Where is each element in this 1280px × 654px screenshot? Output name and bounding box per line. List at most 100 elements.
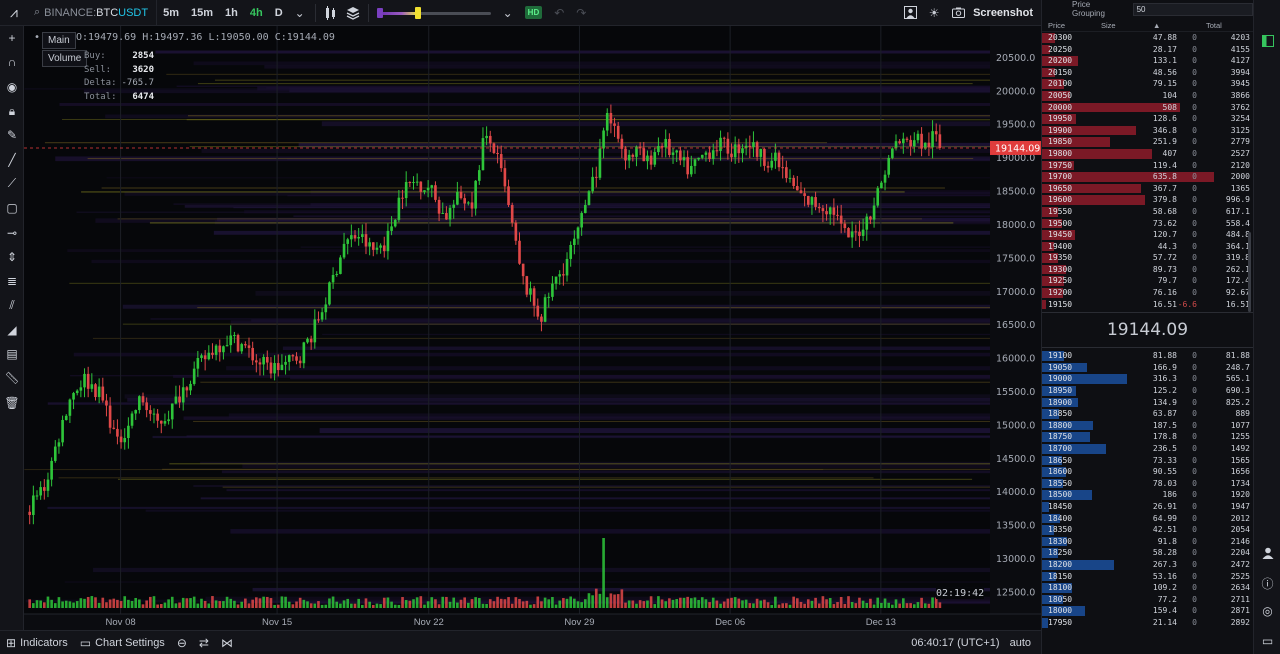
ruler-icon[interactable]: 📏︎	[4, 371, 20, 386]
bid-row[interactable]: 18200 267.3 0 2472	[1042, 559, 1253, 571]
order-book-toggle-icon[interactable]	[1254, 31, 1280, 51]
ask-row[interactable]: 19900 346.8 0 3125	[1042, 125, 1253, 137]
eye-icon[interactable]: ◉	[6, 79, 18, 94]
bid-row[interactable]: 18100 109.2 0 2634	[1042, 582, 1253, 594]
parallel-channel-icon[interactable]: ⫽	[9, 297, 15, 312]
price-chart[interactable]: 20500.0 20000.0 19500.0 19000.0 18500.0 18000…	[24, 26, 1041, 630]
timeframe-button[interactable]: 4h	[249, 6, 263, 19]
chart-settings-button[interactable]: ▭ Chart Settings	[74, 631, 171, 654]
hd-toggle-button[interactable]: HD	[524, 6, 543, 19]
redo-icon[interactable]: ↷	[576, 5, 587, 20]
bid-row[interactable]: 18400 64.99 0 2012	[1042, 513, 1253, 525]
user-icon[interactable]	[1254, 543, 1280, 563]
timeframe-dropdown-chevron-icon[interactable]: ⌄	[294, 5, 305, 20]
ask-row[interactable]: 20150 48.56 0 3994	[1042, 67, 1253, 79]
bid-row[interactable]: 18050 77.2 0 2711	[1042, 594, 1253, 606]
screenshot-button[interactable]: Screenshot	[973, 6, 1033, 19]
bid-row[interactable]: 18150 53.16 0 2525	[1042, 571, 1253, 583]
ask-row[interactable]: 19450 120.7 0 484.8	[1042, 229, 1253, 241]
ask-row[interactable]: 19400 44.3 0 364.1	[1042, 241, 1253, 253]
theme-sun-icon[interactable]: ☀	[928, 5, 940, 20]
bid-row[interactable]: 19050 166.9 0 248.7	[1042, 362, 1253, 374]
account-icon[interactable]	[899, 0, 921, 26]
bid-row[interactable]: 18650 73.33 0 1565	[1042, 455, 1253, 467]
ask-row[interactable]: 19600 379.8 0 996.9	[1042, 194, 1253, 206]
ask-row[interactable]: 20100 79.15 0 3945	[1042, 78, 1253, 90]
bid-row[interactable]: 18450 26.91 0 1947	[1042, 501, 1253, 513]
ask-row[interactable]: 19300 89.73 0 262.1	[1042, 264, 1253, 276]
bid-row[interactable]: 17950 21.14 0 2892	[1042, 617, 1253, 629]
col-size[interactable]: Size	[1101, 21, 1116, 30]
timeframe-button[interactable]: D	[274, 6, 283, 19]
bid-row[interactable]: 18850 63.87 0 889	[1042, 408, 1253, 420]
fit-button[interactable]: ⋈	[215, 631, 239, 654]
bid-row[interactable]: 18750 178.8 0 1255	[1042, 431, 1253, 443]
ask-row[interactable]: 19500 73.62 0 558.4	[1042, 218, 1253, 230]
bid-row[interactable]: 18350 42.51 0 2054	[1042, 524, 1253, 536]
ask-row[interactable]: 19150 16.51 -6.6 16.51	[1042, 299, 1253, 311]
ask-row[interactable]: 20300 47.88 0 4203	[1042, 32, 1253, 44]
pen-icon[interactable]: ✎	[6, 128, 18, 143]
ask-row[interactable]: 19550 58.68 0 617.1	[1042, 206, 1253, 218]
ask-row[interactable]: 19350 57.72 0 319.8	[1042, 252, 1253, 264]
zoom-button[interactable]: ⊖	[171, 631, 193, 654]
bid-row[interactable]: 19000 316.3 0 565.1	[1042, 373, 1253, 385]
col-total[interactable]: Total	[1206, 21, 1222, 30]
ask-row[interactable]: 20050 104 0 3866	[1042, 90, 1253, 102]
panel-icon[interactable]: ▭	[1261, 634, 1274, 648]
timeframe-button[interactable]: 5m	[163, 6, 179, 19]
bid-row[interactable]: 18500 186 0 1920	[1042, 489, 1253, 501]
main-legend-label[interactable]: Main	[42, 32, 76, 49]
bid-row[interactable]: 18700 236.5 0 1492	[1042, 443, 1253, 455]
bid-row[interactable]: 18950 125.2 0 690.3	[1042, 385, 1253, 397]
ask-row[interactable]: 19850 251.9 0 2779	[1042, 136, 1253, 148]
trash-icon[interactable]: 🗑︎	[4, 395, 20, 410]
note-icon[interactable]: ▤	[6, 347, 18, 361]
ask-row[interactable]: 20250 28.17 0 4155	[1042, 44, 1253, 56]
crosshair-icon[interactable]: +	[8, 31, 16, 46]
vertical-line-icon[interactable]: ⇕	[6, 249, 18, 264]
fib-icon[interactable]: ≣	[6, 274, 18, 289]
ask-row[interactable]: 19800 407 0 2527	[1042, 148, 1253, 160]
broadcast-icon[interactable]: ◎	[1262, 604, 1273, 618]
undo-icon[interactable]: ↶	[554, 5, 565, 20]
layers-icon[interactable]	[342, 0, 364, 26]
bid-row[interactable]: 18550 78.03 0 1734	[1042, 478, 1253, 490]
lock-icon[interactable]: 🔒︎	[8, 103, 16, 118]
scale-mode-button[interactable]: auto	[1009, 636, 1031, 649]
slider-chevron-down-icon[interactable]: ⌄	[502, 5, 513, 20]
ask-row[interactable]: 20000 508 0 3762	[1042, 102, 1253, 114]
bid-row[interactable]: 18250 58.28 0 2204	[1042, 547, 1253, 559]
order-book-scrollbar[interactable]	[1248, 232, 1251, 312]
symbol-search[interactable]: ⌕ BINANCE: BTC USDT	[28, 0, 158, 26]
bid-row[interactable]: 19100 81.88 0 81.88	[1042, 350, 1253, 362]
line-icon[interactable]: ╱	[8, 152, 16, 167]
rectangle-icon[interactable]: ▢	[6, 201, 18, 216]
timeframe-button[interactable]: 1h	[225, 6, 238, 19]
timeframe-button[interactable]: 15m	[191, 6, 214, 19]
bid-row[interactable]: 18900 134.9 0 825.2	[1042, 397, 1253, 409]
horizontal-ray-icon[interactable]: ⊸	[6, 225, 18, 240]
ask-row[interactable]: 19250 79.7 0 172.4	[1042, 275, 1253, 287]
camera-icon[interactable]	[947, 0, 969, 26]
slider-min-handle[interactable]	[376, 7, 383, 18]
bid-row[interactable]: 18000 159.4 0 2871	[1042, 605, 1253, 617]
price-grouping-input[interactable]	[1132, 2, 1253, 16]
slider-handle[interactable]	[414, 6, 421, 19]
ask-row[interactable]: 19750 119.4 0 2120	[1042, 160, 1253, 172]
swap-button[interactable]: ⇄	[193, 631, 215, 654]
logo-icon[interactable]: ⩘	[10, 4, 18, 20]
help-icon[interactable]: ⓘ	[1261, 576, 1274, 591]
sort-arrow-up-icon[interactable]: ▲	[1153, 21, 1161, 30]
ask-row[interactable]: 19950 128.6 0 3254	[1042, 113, 1253, 125]
chart-area[interactable]: 20500.0 20000.0 19500.0 19000.0 18500.0 18000…	[24, 26, 1041, 630]
ask-row[interactable]: 19700 635.8 0 2000	[1042, 171, 1253, 183]
indicators-button[interactable]: ⊞ Indicators	[0, 631, 74, 654]
ask-row[interactable]: 19200 76.16 0 92.67	[1042, 287, 1253, 299]
candles-style-icon[interactable]	[320, 0, 342, 26]
volume-profile-icon[interactable]: ◢	[7, 322, 17, 337]
ray-icon[interactable]: ⟋	[7, 176, 17, 191]
heatmap-intensity-slider[interactable]	[376, 0, 491, 26]
ask-row[interactable]: 19650 367.7 0 1365	[1042, 183, 1253, 195]
bid-row[interactable]: 18600 90.55 0 1656	[1042, 466, 1253, 478]
